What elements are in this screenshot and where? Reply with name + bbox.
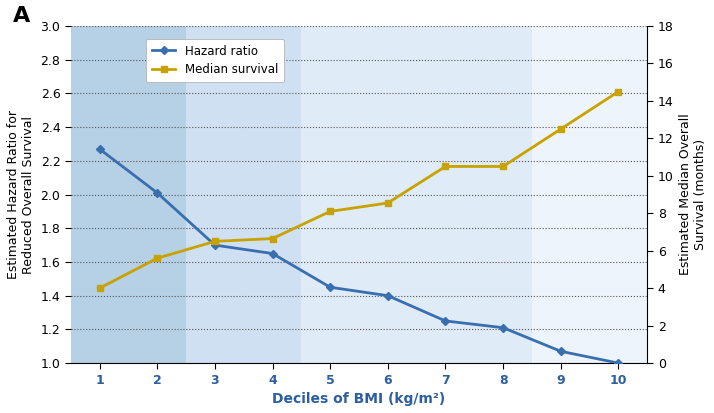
Median survival — [268, 236, 277, 241]
Median survival — [211, 239, 219, 244]
Hazard ratio — [614, 361, 623, 366]
Bar — [71, 26, 186, 363]
Hazard ratio — [96, 147, 104, 152]
Hazard ratio — [556, 349, 565, 354]
Median survival — [556, 126, 565, 131]
Bar — [301, 26, 532, 363]
Legend: Hazard ratio, Median survival: Hazard ratio, Median survival — [146, 39, 284, 82]
Line: Hazard ratio: Hazard ratio — [97, 146, 621, 366]
Bar — [186, 26, 301, 363]
Y-axis label: Estimated Median Overall
Survival (months): Estimated Median Overall Survival (month… — [679, 114, 707, 275]
Text: A: A — [13, 6, 31, 26]
Median survival — [499, 164, 508, 169]
Bar — [532, 26, 647, 363]
Hazard ratio — [383, 293, 392, 298]
Median survival — [96, 286, 104, 291]
Median survival — [441, 164, 450, 169]
Median survival — [614, 89, 623, 94]
Y-axis label: Estimated Hazard Ratio for
Reduced Overall Survival: Estimated Hazard Ratio for Reduced Overa… — [7, 110, 35, 279]
X-axis label: Deciles of BMI (kg/m²): Deciles of BMI (kg/m²) — [272, 392, 446, 406]
Hazard ratio — [499, 325, 508, 330]
Hazard ratio — [268, 251, 277, 256]
Hazard ratio — [153, 190, 161, 195]
Hazard ratio — [326, 285, 334, 290]
Median survival — [383, 200, 392, 205]
Median survival — [153, 256, 161, 261]
Hazard ratio — [211, 242, 219, 247]
Median survival — [326, 209, 334, 214]
Line: Median survival: Median survival — [97, 89, 621, 291]
Hazard ratio — [441, 318, 450, 323]
